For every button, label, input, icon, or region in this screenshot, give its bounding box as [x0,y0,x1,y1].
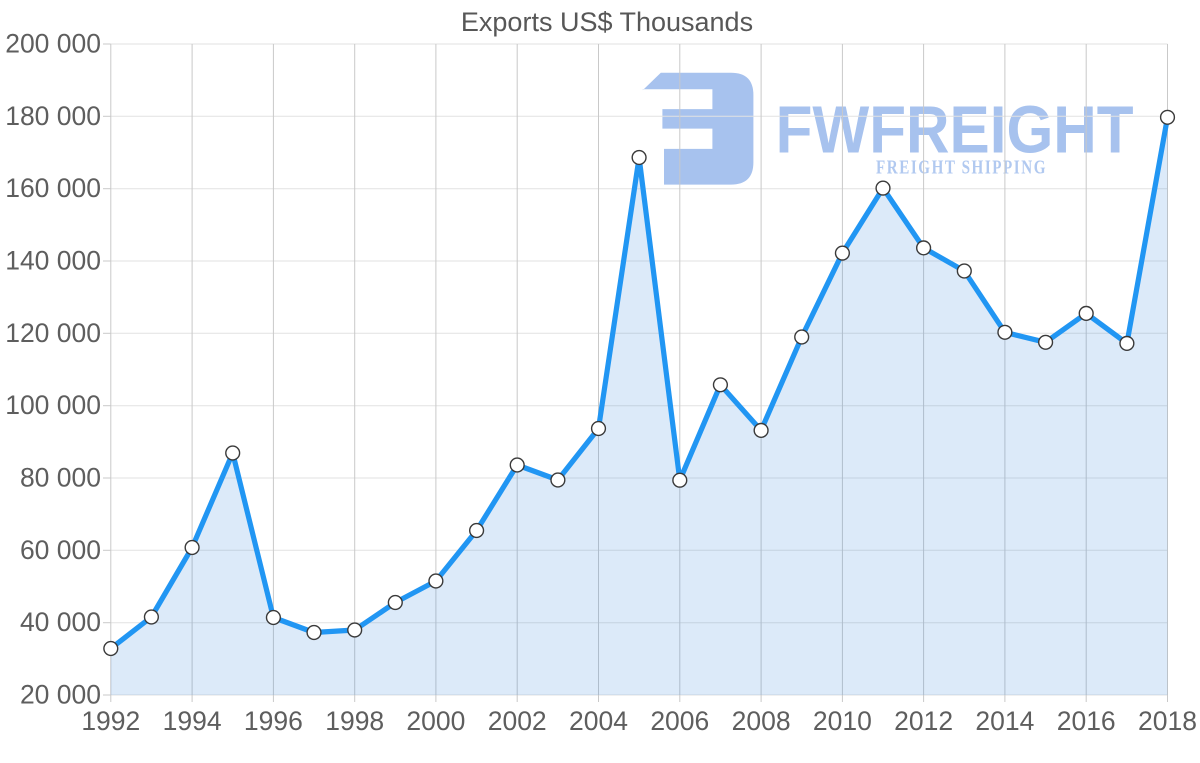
svg-text:2016: 2016 [1057,706,1116,736]
svg-text:2018: 2018 [1138,706,1197,736]
svg-text:200 000: 200 000 [5,29,101,59]
svg-text:2004: 2004 [569,706,628,736]
svg-text:2008: 2008 [732,706,791,736]
svg-text:2012: 2012 [894,706,953,736]
svg-text:140 000: 140 000 [5,246,101,276]
svg-text:120 000: 120 000 [5,318,101,348]
svg-text:180 000: 180 000 [5,101,101,131]
svg-text:160 000: 160 000 [5,173,101,203]
svg-text:80 000: 80 000 [20,463,101,493]
svg-text:1994: 1994 [163,706,222,736]
svg-text:1998: 1998 [325,706,384,736]
svg-text:2000: 2000 [406,706,465,736]
svg-text:2010: 2010 [813,706,872,736]
svg-text:40 000: 40 000 [20,607,101,637]
svg-text:100 000: 100 000 [5,390,101,420]
svg-text:FREIGHT SHIPPING: FREIGHT SHIPPING [876,158,1047,179]
svg-text:FWFREIGHT: FWFREIGHT [776,92,1134,167]
svg-text:2006: 2006 [650,706,709,736]
svg-text:Exports US$ Thousands: Exports US$ Thousands [461,7,753,37]
svg-text:1992: 1992 [81,706,140,736]
svg-text:1996: 1996 [244,706,303,736]
svg-text:20 000: 20 000 [20,680,101,710]
svg-text:2002: 2002 [488,706,547,736]
svg-text:60 000: 60 000 [20,535,101,565]
svg-text:2014: 2014 [975,706,1034,736]
